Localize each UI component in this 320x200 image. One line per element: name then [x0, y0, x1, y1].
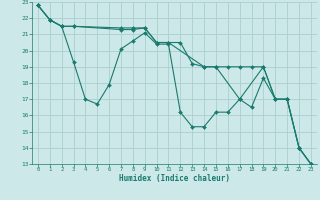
- X-axis label: Humidex (Indice chaleur): Humidex (Indice chaleur): [119, 174, 230, 183]
